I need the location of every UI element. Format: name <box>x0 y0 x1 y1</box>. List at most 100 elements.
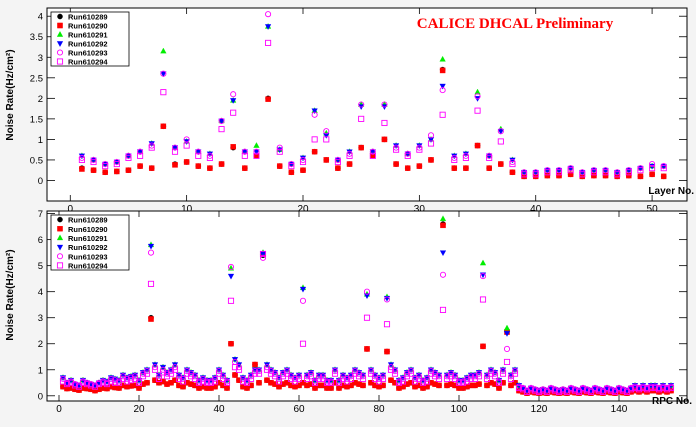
axis-ticks-top: 0 10 20 30 40 50 0 0.5 1 1.5 2 2.5 3 3.5 4 <box>30 8 687 215</box>
data-point-run610294 <box>643 386 651 393</box>
data-point-run610294 <box>649 165 656 172</box>
data-point-run610294 <box>627 386 635 393</box>
data-point-run610294 <box>631 384 639 392</box>
data-point-run610293 <box>299 297 307 304</box>
x-tick-label: 10 <box>181 204 193 215</box>
data-point-run610290 <box>148 316 154 322</box>
data-point-run610294 <box>207 379 215 386</box>
data-point-run610294 <box>435 375 443 382</box>
data-point-run610294 <box>265 39 272 46</box>
y-tick-label: 1.5 <box>30 114 43 125</box>
data-point-run610294 <box>603 386 611 393</box>
data-point-run610290 <box>408 380 414 386</box>
data-point-run610294 <box>159 369 167 376</box>
data-point-run610290 <box>381 136 388 143</box>
data-point-run610294 <box>99 379 107 386</box>
data-point-run610292 <box>369 149 376 156</box>
data-point-run610290 <box>232 372 238 378</box>
data-point-run610294 <box>90 158 97 166</box>
data-point-run610294 <box>515 384 523 392</box>
data-point-run610294 <box>419 379 427 386</box>
data-point-run610293 <box>323 128 330 135</box>
data-point-run610294 <box>111 379 119 386</box>
data-point-run610294 <box>571 387 579 394</box>
y-tick-label: 2 <box>38 94 43 105</box>
data-point-run610290 <box>428 157 434 163</box>
legend-entry-label: Run610291 <box>68 31 108 40</box>
y-tick-label: 0 <box>38 176 43 187</box>
data-point-run610292 <box>299 286 307 293</box>
data-point-run610290 <box>323 157 330 163</box>
y-tick-label: 5 <box>38 261 43 272</box>
data-point-run610290 <box>451 165 458 171</box>
data-point-run610293 <box>439 271 447 278</box>
legend-marker <box>56 253 64 260</box>
data-point-run610293 <box>311 111 318 118</box>
data-point-run610294 <box>327 379 335 386</box>
data-point-run610294 <box>667 384 675 392</box>
data-point-run610290 <box>311 148 318 155</box>
data-point-run610290 <box>242 165 248 171</box>
data-point-run610293 <box>439 87 446 94</box>
data-point-run610294 <box>579 171 586 178</box>
data-point-run610293 <box>363 288 371 295</box>
data-point-run610294 <box>239 378 247 385</box>
y-tick-label: 1 <box>38 365 43 376</box>
data-point-run610291 <box>479 259 487 266</box>
data-point-run610290 <box>660 173 667 180</box>
data-point-run610293 <box>241 148 248 155</box>
data-point-run610294 <box>203 379 211 386</box>
data-point-run610293 <box>195 148 202 155</box>
data-point-run610294 <box>439 306 447 313</box>
data-point-run610294 <box>497 138 504 145</box>
data-point-run610294 <box>87 382 95 389</box>
y-tick-label: 2.5 <box>30 73 43 84</box>
data-point-run610292 <box>503 331 511 337</box>
data-point-run610294 <box>467 375 475 382</box>
data-point-run610292 <box>462 151 470 158</box>
data-point-run610291 <box>503 324 511 331</box>
data-point-run610294 <box>531 387 539 394</box>
data-point-run610294 <box>503 358 511 366</box>
data-point-run610294 <box>547 386 555 393</box>
axis-ticks-bottom: 0 20 40 60 80 100 120 140 0 1 2 3 4 5 6 7 <box>38 209 687 415</box>
data-point-run610294 <box>78 156 85 163</box>
data-point-run610294 <box>95 381 103 388</box>
data-point-run610294 <box>311 136 318 143</box>
data-point-run610290 <box>125 167 132 173</box>
data-point-run610294 <box>75 383 83 390</box>
x-axis-label-top: Layer No. <box>648 186 694 197</box>
data-point-run610294 <box>143 370 151 377</box>
data-point-run610290 <box>137 163 143 169</box>
data-point-run610290 <box>160 123 167 130</box>
legend-marker <box>57 22 63 29</box>
data-point-run610294 <box>127 377 135 384</box>
data-point-run610294 <box>559 387 567 394</box>
data-point-run610294 <box>387 366 395 373</box>
data-point-run610294 <box>299 340 307 347</box>
y-tick-label: 4 <box>38 287 43 298</box>
data-point-run610294 <box>659 384 667 392</box>
data-point-run610292 <box>439 250 447 257</box>
data-point-run610294 <box>275 378 283 385</box>
data-point-run610294 <box>211 378 219 385</box>
data-point-run610290 <box>439 67 446 74</box>
data-point-run610290 <box>218 161 225 167</box>
data-point-run610294 <box>483 375 491 382</box>
data-point-run610294 <box>427 140 435 147</box>
data-point-run610294 <box>307 373 315 380</box>
data-point-run610294 <box>507 375 515 382</box>
data-point-run610294 <box>615 386 623 393</box>
data-point-run610293 <box>479 273 487 280</box>
data-point-run610294 <box>407 370 415 377</box>
data-point-run610294 <box>319 375 327 382</box>
data-point-run610290 <box>404 165 411 171</box>
data-point-run610290 <box>360 382 366 389</box>
data-point-run610291 <box>160 47 167 54</box>
legend-marker <box>56 41 64 47</box>
data-point-run610292 <box>392 143 400 149</box>
data-point-run610292 <box>427 137 435 143</box>
data-point-run610290 <box>384 348 390 355</box>
data-point-run610294 <box>346 152 353 159</box>
data-point-run610294 <box>223 379 231 386</box>
